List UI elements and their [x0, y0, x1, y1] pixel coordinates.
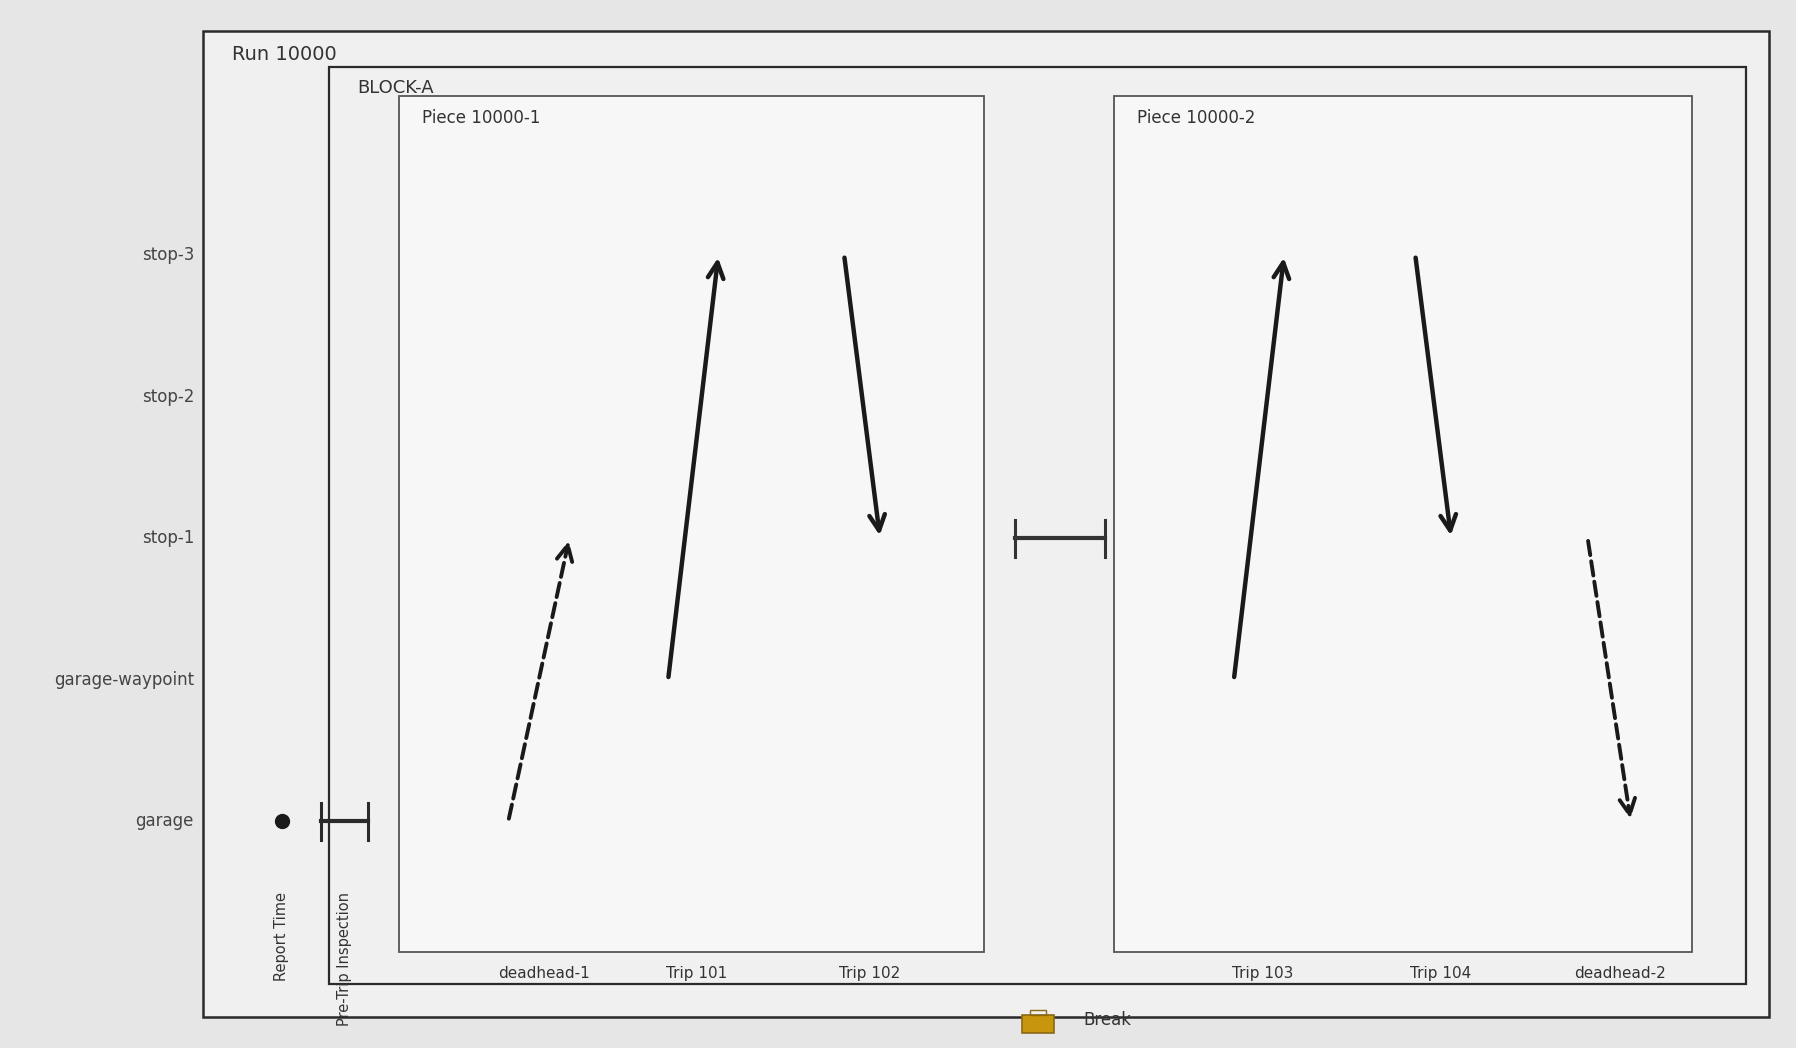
Text: Trip 103: Trip 103	[1232, 966, 1293, 981]
Text: Trip 104: Trip 104	[1410, 966, 1471, 981]
Bar	[399, 96, 984, 952]
Text: deadhead-2: deadhead-2	[1573, 966, 1667, 981]
Text: stop-2: stop-2	[142, 388, 194, 406]
Text: BLOCK-A: BLOCK-A	[357, 80, 435, 97]
Text: Piece 10000-2: Piece 10000-2	[1137, 109, 1255, 127]
Text: garage-waypoint: garage-waypoint	[54, 671, 194, 689]
Text: stop-1: stop-1	[142, 529, 194, 547]
Text: Run 10000: Run 10000	[232, 45, 336, 64]
Bar	[203, 31, 1769, 1017]
Bar	[1031, 1010, 1045, 1014]
Text: garage: garage	[135, 812, 194, 830]
Text: Trip 101: Trip 101	[666, 966, 727, 981]
Text: Pre-Trip Inspection: Pre-Trip Inspection	[338, 892, 352, 1026]
Text: Report Time: Report Time	[275, 892, 289, 981]
Bar	[1114, 96, 1692, 952]
Text: Break: Break	[1083, 1010, 1131, 1029]
Text: Piece 10000-1: Piece 10000-1	[422, 109, 541, 127]
Text: Trip 102: Trip 102	[839, 966, 900, 981]
Text: stop-3: stop-3	[142, 246, 194, 264]
Text: deadhead-1: deadhead-1	[497, 966, 591, 981]
Bar	[1022, 1014, 1054, 1033]
Bar	[329, 67, 1746, 984]
